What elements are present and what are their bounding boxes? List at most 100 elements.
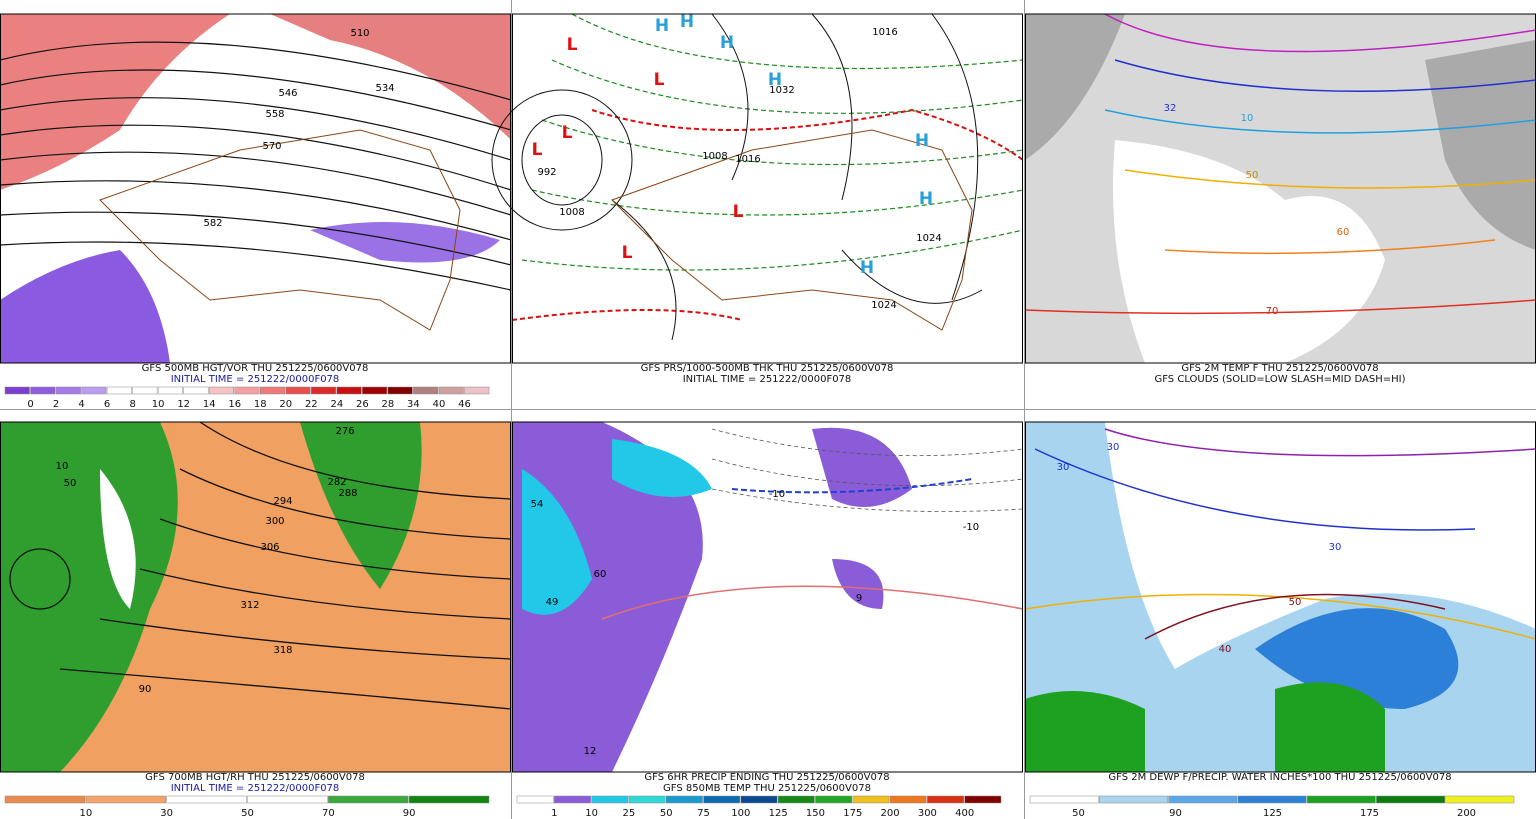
colorbar-label: 18 (254, 399, 267, 410)
borders (99, 129, 461, 331)
borders (611, 129, 973, 331)
high-marker: H (860, 258, 874, 278)
high-marker: H (655, 16, 669, 36)
low-marker: L (562, 123, 573, 143)
cloud-area (1425, 40, 1536, 250)
colorbar-swatch (464, 386, 490, 395)
vorticity-area (0, 250, 170, 363)
low-marker: L (733, 202, 744, 222)
colorbar-swatch (247, 795, 328, 804)
colorbar-label: 22 (305, 399, 318, 410)
caption: GFS 700MB HGT/RH THU 251225/0600V078 (145, 772, 365, 783)
contour-label: 282 (327, 477, 346, 488)
colorbar-label: 75 (697, 808, 710, 819)
contour-label: 300 (265, 516, 284, 527)
colorbar-label: 400 (955, 808, 974, 819)
contour-label: 30 (1057, 462, 1070, 473)
colorbar-swatch (889, 795, 927, 804)
dry-area (1105, 422, 1536, 669)
colorbar-label: 12 (177, 399, 190, 410)
map-frame (512, 421, 1023, 773)
colorbar-swatch (336, 386, 362, 395)
low-marker: L (567, 35, 578, 55)
dewpoint-contours (1024, 428, 1536, 640)
contour-label: 60 (594, 569, 607, 580)
colorbar-label: 4 (78, 399, 84, 410)
contour-label: 30 (1107, 442, 1120, 453)
colorbar-label: 90 (1169, 808, 1182, 819)
contour-label: 30 (1329, 542, 1342, 553)
panel: 510 546 534 558 570 582 GFS 500MB HGT/VO… (0, 13, 512, 410)
colorbar-label: 0 (27, 399, 33, 410)
contour-label: 9 (856, 593, 862, 604)
vorticity-area (270, 14, 511, 140)
temp-contours (711, 428, 1024, 512)
contour-label: 1024 (916, 233, 941, 244)
colorbar-label: 50 (660, 808, 673, 819)
colorbar-label: 40 (433, 399, 446, 410)
contour-label: 582 (203, 218, 222, 229)
contour-label: 32 (1164, 103, 1177, 114)
neutral-area (100, 469, 136, 609)
colorbar-swatch (234, 386, 260, 395)
colorbar-swatch (591, 795, 629, 804)
caption: GFS 850MB TEMP THU 251225/0600V078 (663, 783, 871, 794)
colorbar-label: 28 (382, 399, 395, 410)
colorbar-label: 6 (104, 399, 110, 410)
caption: GFS 6HR PRECIP ENDING THU 251225/0600V07… (644, 772, 889, 783)
contour-label: 318 (273, 645, 292, 656)
colorbar-swatch (740, 795, 778, 804)
colorbar-swatch (927, 795, 964, 804)
contour-label: 312 (240, 600, 259, 611)
contour-label: 1024 (871, 300, 896, 311)
colorbar-label: 8 (129, 399, 135, 410)
precip-area (832, 559, 884, 609)
colorbar-label: 20 (279, 399, 292, 410)
low-marker: L (532, 140, 543, 160)
colorbar-swatch (1099, 795, 1168, 804)
high-marker: H (768, 70, 782, 90)
colorbar-swatch (665, 795, 703, 804)
colorbar-swatch (1306, 795, 1376, 804)
colorbar-label: 25 (623, 808, 636, 819)
low-marker: L (622, 243, 633, 263)
colorbar-swatch (852, 795, 890, 804)
contour-label: 510 (350, 28, 369, 39)
contour-label: 294 (273, 496, 292, 507)
caption: GFS 2M TEMP F THU 251225/0600V078 (1181, 363, 1378, 374)
colorbar-swatch (1029, 795, 1099, 804)
contour-label: 50 (64, 478, 77, 489)
colorbar-label: 100 (731, 808, 750, 819)
colorbar-label: 24 (330, 399, 343, 410)
colorbar-label: 46 (458, 399, 471, 410)
contour-label: 90 (139, 684, 152, 695)
thickness-540 (511, 108, 1024, 321)
colorbar-label: 1 (551, 808, 557, 819)
caption: GFS 2M DEWP F/PRECIP. WATER INCHES*100 T… (1108, 772, 1451, 783)
colorbar-label: 50 (241, 808, 254, 819)
contour-label: 1032 (769, 85, 794, 96)
colorbar-swatch (208, 386, 234, 395)
contour-label: 1008 (559, 207, 584, 218)
colorbar-label: 300 (918, 808, 937, 819)
caption: GFS 500MB HGT/VOR THU 251225/0600V078 (142, 363, 369, 374)
colorbar-label: 10 (79, 808, 92, 819)
colorbar-label: 125 (1263, 808, 1282, 819)
high-marker: H (915, 131, 929, 151)
colorbar-swatch (4, 386, 30, 395)
colorbar-label: 26 (356, 399, 369, 410)
precip-area (812, 427, 912, 507)
colorbar-swatch (1237, 795, 1307, 804)
contour-label: 10 (56, 461, 69, 472)
colorbar-label: 150 (806, 808, 825, 819)
contour-label: 10 (1241, 113, 1254, 124)
colorbar-swatch (85, 795, 166, 804)
colorbar-swatch (554, 795, 591, 804)
colorbar-label: 175 (843, 808, 862, 819)
colorbar-label: 10 (585, 808, 598, 819)
precip-area (522, 469, 592, 615)
panel: 30 30 30 40 50 GFS 2M DEWP F/PRECIP. WAT… (1024, 421, 1536, 819)
contour-label: -10 (963, 522, 979, 533)
panel: 32 50 60 70 10 GFS 2M TEMP F THU 251225/… (1024, 13, 1536, 385)
